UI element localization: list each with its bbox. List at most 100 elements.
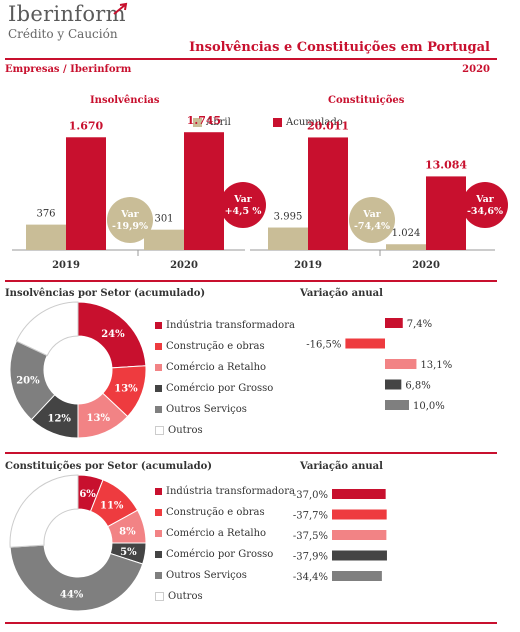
legend-abril: Abril bbox=[193, 117, 231, 128]
const-legend-item-5: Outros Serviços bbox=[155, 570, 295, 591]
const-legend-label-4: Comércio por Grosso bbox=[166, 549, 274, 560]
const-legend-swatch-4 bbox=[155, 551, 162, 558]
const-legend-swatch-1 bbox=[155, 488, 162, 495]
const-pie-slice-label-3: 8% bbox=[119, 526, 136, 537]
insolv-legend-item-6: Outros bbox=[155, 425, 295, 446]
const-legend-item-3: Comércio a Retalho bbox=[155, 528, 295, 549]
const-var-label-1: -37,0% bbox=[293, 490, 328, 501]
legend-acumulado: Acumulado bbox=[273, 117, 343, 128]
const-legend-label-3: Comércio a Retalho bbox=[166, 528, 267, 539]
page-year: 2020 bbox=[462, 64, 490, 75]
logo-arrow-icon bbox=[113, 2, 128, 15]
insolv-bar-label-abril-2019: 376 bbox=[36, 209, 55, 220]
insolv-var-abril-label: Var bbox=[120, 209, 140, 220]
const-var-label-2: -37,7% bbox=[293, 511, 328, 522]
insolv-bar-label-acumulado-2020: 1.745 bbox=[187, 114, 221, 127]
const-bar-label-abril-2019: 3.995 bbox=[274, 212, 303, 223]
bar-charts: 3761.67020193011.7452020Var-19,9%Var+4,5… bbox=[12, 114, 508, 271]
const-pie-slice-label-1: 6% bbox=[79, 489, 96, 500]
insolv-pie-slice-6 bbox=[15, 301, 79, 357]
insolv-bar-label-acumulado-2019: 1.670 bbox=[69, 119, 104, 132]
const-var-bar-3 bbox=[332, 530, 387, 540]
insolv-legend-swatch-1 bbox=[155, 322, 162, 329]
const-pie-slice-5 bbox=[9, 544, 144, 612]
insolv-var-acumulado-value: +4,5 % bbox=[225, 206, 262, 217]
insolv-legend-label-5: Outros Serviços bbox=[166, 404, 247, 415]
insolv-var-bar-5 bbox=[385, 400, 409, 410]
legend-acumulado-swatch bbox=[273, 118, 282, 127]
const-var-label-5: -34,4% bbox=[293, 572, 328, 583]
const-legend-label-6: Outros bbox=[168, 591, 203, 602]
chart-title-constituicoes: Constituições bbox=[328, 95, 405, 106]
const-bar-acumulado-2020 bbox=[426, 176, 466, 250]
insolv-legend-swatch-4 bbox=[155, 385, 162, 392]
insolv-legend-swatch-2 bbox=[155, 343, 162, 350]
insolv-pie-slice-label-1: 24% bbox=[101, 329, 125, 340]
insolv-var-label-2: -16,5% bbox=[306, 340, 341, 351]
const-bar-acumulado-2019 bbox=[308, 137, 348, 250]
const-legend-swatch-2 bbox=[155, 509, 162, 516]
const-var-acumulado-label: Var bbox=[475, 194, 495, 205]
insolv-pie-slice-label-4: 12% bbox=[48, 413, 72, 424]
insolv-legend-swatch-6 bbox=[155, 426, 164, 435]
const-legend-label-2: Construção e obras bbox=[166, 507, 265, 518]
footer-rule bbox=[5, 622, 497, 624]
insolv-var-bar-1 bbox=[385, 318, 403, 328]
legend-acumulado-label: Acumulado bbox=[286, 117, 343, 128]
insolv-legend-item-5: Outros Serviços bbox=[155, 404, 295, 425]
const-legend-swatch-6 bbox=[155, 592, 164, 601]
brand-subtitle: Crédito y Caución bbox=[8, 27, 118, 41]
const-var-acumulado-value: -34,6% bbox=[467, 206, 503, 217]
section-rule-1 bbox=[5, 280, 497, 282]
legend-constituicoes-sector: Indústria transformadora Construção e obr… bbox=[155, 486, 295, 612]
const-legend-swatch-3 bbox=[155, 530, 162, 537]
insolv-var-abril-bubble bbox=[107, 197, 153, 243]
legend-abril-label: Abril bbox=[206, 117, 231, 128]
const-pie-slice-label-2: 11% bbox=[100, 501, 124, 512]
const-var-label-3: -37,5% bbox=[293, 531, 328, 542]
const-legend-item-6: Outros bbox=[155, 591, 295, 612]
insolv-var-bar-4 bbox=[385, 379, 402, 390]
insolv-category-2020: 2020 bbox=[170, 260, 198, 271]
const-bar-abril-2020 bbox=[386, 244, 426, 250]
chart-title-insolvencias: Insolvências bbox=[90, 95, 160, 106]
variation-chart-constituicoes: -37,0% -37,7% -37,5% -37,9% -34,4% bbox=[293, 489, 387, 583]
insolv-var-acumulado-bubble bbox=[220, 182, 266, 228]
const-legend-label-5: Outros Serviços bbox=[166, 570, 247, 581]
const-category-2019: 2019 bbox=[294, 260, 322, 271]
const-var-bar-5 bbox=[332, 571, 382, 581]
const-pie-slice-6 bbox=[9, 474, 79, 548]
const-bar-label-acumulado-2019: 20.011 bbox=[307, 119, 349, 132]
page-title: Insolvências e Constituições em Portugal bbox=[189, 40, 490, 55]
brand-logo-text: Iberinform bbox=[8, 2, 126, 26]
pie-chart-insolvencias: 24% 13% 13% 12% 20% bbox=[9, 301, 147, 439]
const-category-2020: 2020 bbox=[412, 260, 440, 271]
var2-title: Variação anual bbox=[300, 461, 383, 472]
insolv-legend-label-1: Indústria transformadora bbox=[166, 320, 295, 331]
pie2-title: Constituições por Setor (acumulado) bbox=[5, 461, 212, 472]
const-var-acumulado-bubble bbox=[462, 182, 508, 228]
insolv-legend-label-2: Construção e obras bbox=[166, 341, 265, 352]
insolv-var-bar-2 bbox=[345, 338, 385, 349]
insolv-category-2019: 2019 bbox=[52, 260, 80, 271]
var1-title: Variação anual bbox=[300, 288, 383, 299]
const-legend-item-4: Comércio por Grosso bbox=[155, 549, 295, 570]
const-var-bar-2 bbox=[332, 509, 387, 520]
pie1-title: Insolvências por Setor (acumulado) bbox=[5, 288, 206, 299]
const-var-bar-1 bbox=[332, 489, 386, 499]
const-legend-item-2: Construção e obras bbox=[155, 507, 295, 528]
insolv-var-label-4: 6,8% bbox=[405, 381, 430, 392]
insolv-legend-label-3: Comércio a Retalho bbox=[166, 362, 267, 373]
section-rule-2 bbox=[5, 452, 497, 454]
insolv-bar-abril-2019 bbox=[26, 224, 66, 250]
legend-abril-swatch bbox=[193, 118, 202, 127]
const-var-abril-label: Var bbox=[362, 209, 382, 220]
insolv-legend-item-3: Comércio a Retalho bbox=[155, 362, 295, 383]
insolv-bar-acumulado-2020 bbox=[184, 132, 224, 250]
insolv-bar-abril-2020 bbox=[144, 229, 184, 250]
const-var-abril-bubble bbox=[349, 197, 395, 243]
insolv-pie-slice-label-5: 20% bbox=[16, 376, 40, 387]
const-legend-item-1: Indústria transformadora bbox=[155, 486, 295, 507]
const-legend-swatch-5 bbox=[155, 572, 162, 579]
insolv-var-abril-value: -19,9% bbox=[112, 221, 148, 232]
